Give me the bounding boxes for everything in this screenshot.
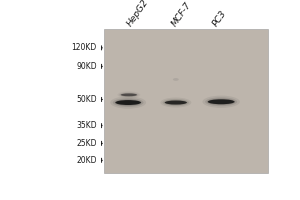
Text: 20KD: 20KD xyxy=(76,156,97,165)
Text: 120KD: 120KD xyxy=(71,43,97,52)
Ellipse shape xyxy=(116,100,141,105)
Ellipse shape xyxy=(165,101,187,105)
Text: PC3: PC3 xyxy=(212,8,229,28)
Ellipse shape xyxy=(208,99,235,104)
Ellipse shape xyxy=(202,96,240,108)
Text: MCF-7: MCF-7 xyxy=(169,0,193,28)
Ellipse shape xyxy=(119,92,139,97)
Ellipse shape xyxy=(173,78,179,81)
Ellipse shape xyxy=(120,93,137,97)
Text: 35KD: 35KD xyxy=(76,121,97,130)
Bar xyxy=(104,29,268,173)
Ellipse shape xyxy=(205,97,237,106)
Text: 25KD: 25KD xyxy=(76,139,97,148)
Text: 50KD: 50KD xyxy=(76,95,97,104)
Ellipse shape xyxy=(121,93,137,96)
Ellipse shape xyxy=(113,98,143,107)
Ellipse shape xyxy=(163,99,189,106)
Ellipse shape xyxy=(207,99,235,105)
Ellipse shape xyxy=(164,100,188,105)
Ellipse shape xyxy=(160,98,191,108)
Text: 90KD: 90KD xyxy=(76,62,97,71)
Text: HepG2: HepG2 xyxy=(125,0,151,28)
Ellipse shape xyxy=(110,96,146,109)
Ellipse shape xyxy=(115,99,142,106)
